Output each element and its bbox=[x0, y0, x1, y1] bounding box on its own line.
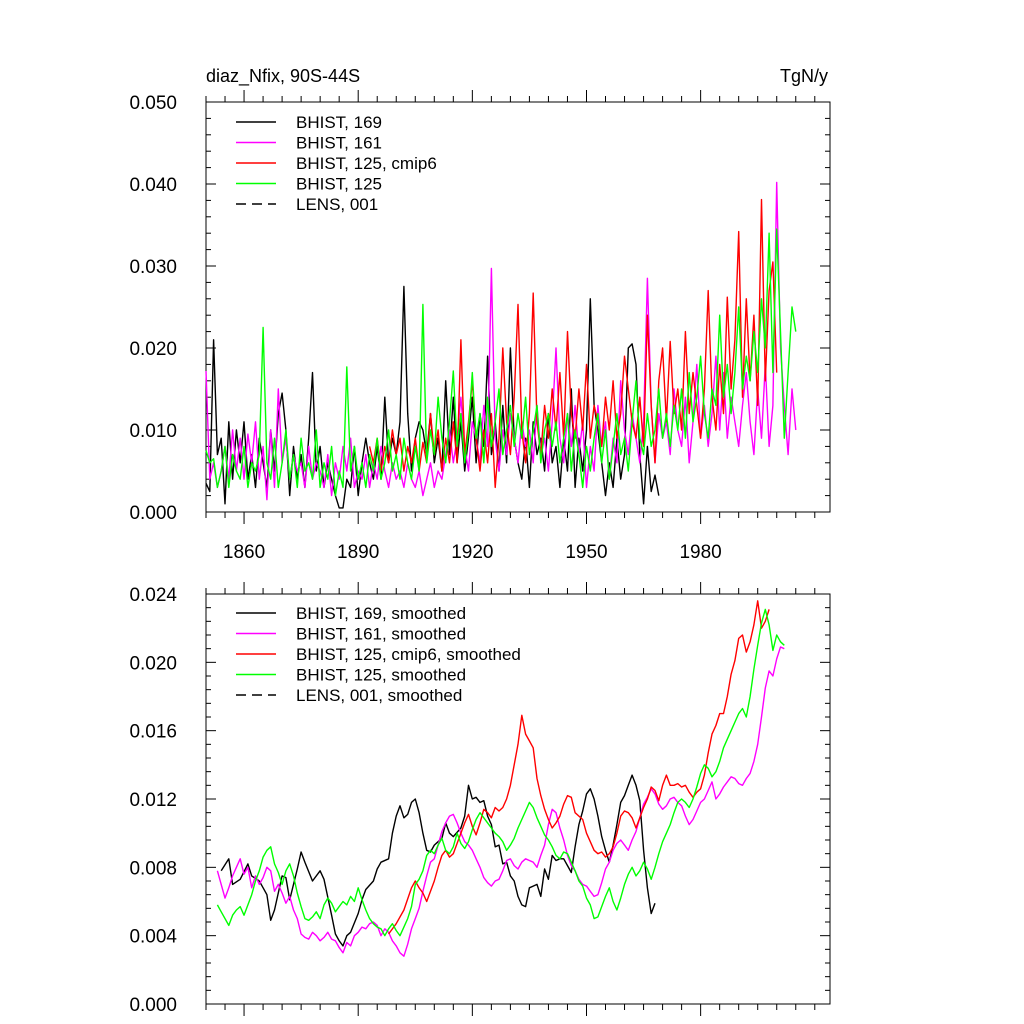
top-panel: 0.000 0.010 0.020 0.030 0.040 0.050 1860 1890 19… bbox=[129, 90, 831, 563]
top-x-tick-label: 1980 bbox=[679, 542, 721, 563]
top-y-tick-label: 0.040 bbox=[129, 175, 177, 196]
bottom-legend: BHIST, 169, smoothed BHIST, 161, smoothed… bbox=[236, 604, 521, 705]
top-x-tick-label: 1890 bbox=[337, 542, 379, 563]
top-plot-frame bbox=[205, 101, 831, 513]
top-x-tick-label: 1950 bbox=[565, 542, 607, 563]
bottom-panel: 0.000 0.004 0.008 0.012 0.016 0.020 0.024 BHIST… bbox=[129, 582, 831, 1016]
top-series-line-4 bbox=[205, 228, 797, 497]
bottom-series-line-2 bbox=[216, 646, 785, 957]
units-label: TgN/y bbox=[780, 66, 828, 86]
bottom-y-tick-label: 0.012 bbox=[129, 790, 177, 811]
top-legend-label: BHIST, 169 bbox=[296, 113, 382, 132]
top-y-tick-label: 0.050 bbox=[129, 93, 177, 114]
bottom-series-line-1 bbox=[220, 774, 656, 947]
bottom-series-group bbox=[216, 600, 785, 957]
bottom-legend-label: BHIST, 161, smoothed bbox=[296, 625, 466, 644]
top-series-line-2 bbox=[205, 181, 797, 501]
bottom-legend-label: LENS, 001, smoothed bbox=[296, 686, 462, 705]
top-legend-label: BHIST, 161 bbox=[296, 134, 382, 153]
top-series-line-3 bbox=[368, 198, 778, 489]
bottom-legend-label: BHIST, 125, cmip6, smoothed bbox=[296, 645, 521, 664]
top-x-tick-label: 1860 bbox=[223, 542, 265, 563]
top-legend-label: LENS, 001 bbox=[296, 195, 378, 214]
bottom-legend-label: BHIST, 169, smoothed bbox=[296, 604, 466, 623]
bottom-y-tick-label: 0.004 bbox=[129, 927, 177, 948]
bottom-series-line-3 bbox=[388, 600, 770, 935]
bottom-y-tick-label: 0.020 bbox=[129, 653, 177, 674]
bottom-series-line-4 bbox=[216, 608, 785, 937]
top-y-tick-label: 0.000 bbox=[129, 503, 177, 524]
top-y-tick-label: 0.030 bbox=[129, 257, 177, 278]
bottom-y-tick-label: 0.024 bbox=[129, 585, 177, 606]
bottom-y-tick-label: 0.000 bbox=[129, 995, 177, 1016]
top-series-group bbox=[205, 181, 797, 509]
bottom-y-tick-label: 0.016 bbox=[129, 722, 177, 743]
top-x-tick-label: 1920 bbox=[451, 542, 493, 563]
bottom-legend-label: BHIST, 125, smoothed bbox=[296, 666, 466, 685]
top-legend-label: BHIST, 125, cmip6 bbox=[296, 154, 437, 173]
top-y-tick-label: 0.010 bbox=[129, 421, 177, 442]
bottom-y-tick-label: 0.008 bbox=[129, 858, 177, 879]
top-legend-label: BHIST, 125 bbox=[296, 175, 382, 194]
top-y-tick-label: 0.020 bbox=[129, 339, 177, 360]
chart-title: diaz_Nfix, 90S-44S bbox=[206, 66, 360, 87]
